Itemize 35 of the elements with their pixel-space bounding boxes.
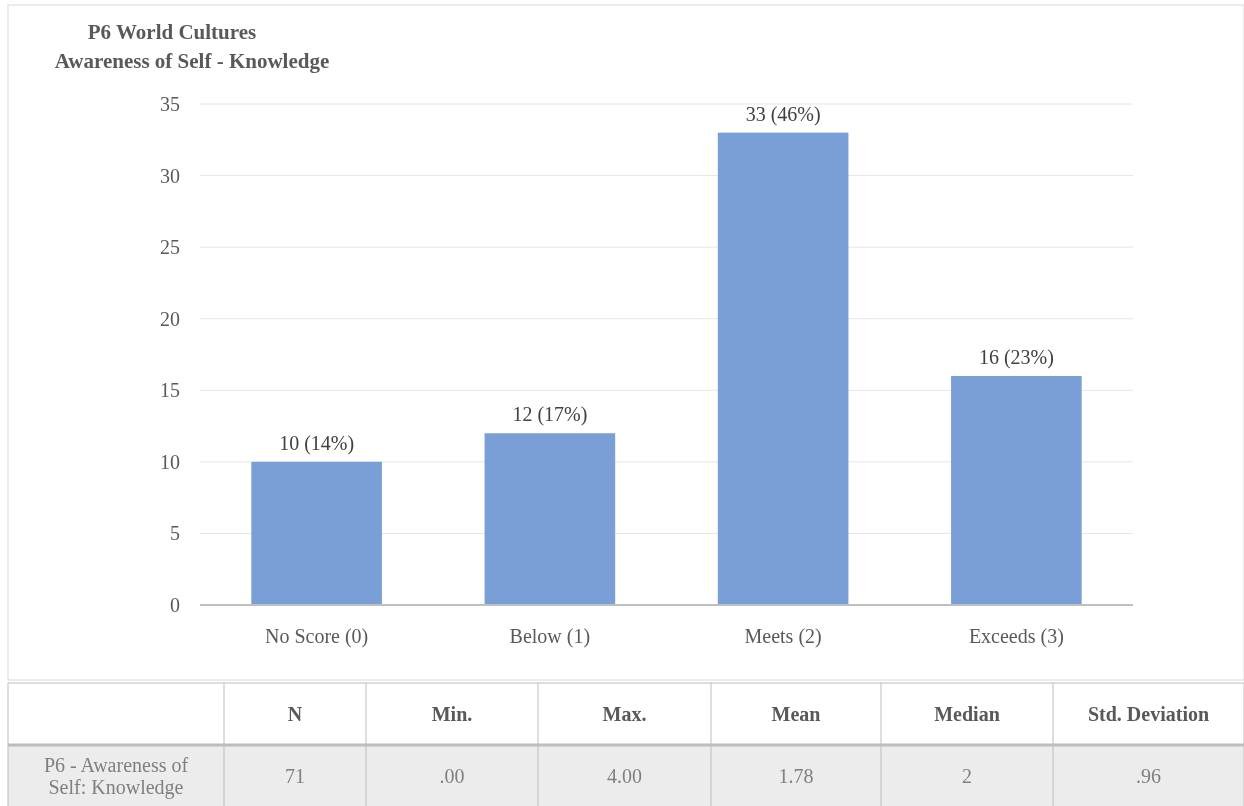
text: 71: [285, 764, 305, 787]
text: 1.78: [778, 764, 814, 787]
y-tick-label: 35: [160, 93, 180, 115]
text: .00: [439, 764, 465, 787]
chart-title: P6 World Cultures: [87, 20, 257, 44]
bar: [951, 375, 1082, 605]
x-tick-label: Exceeds (3): [968, 625, 1064, 648]
y-tick-label: 15: [160, 379, 180, 402]
text: Median: [934, 703, 1000, 725]
y-tick-label: 25: [160, 236, 180, 259]
y-tick-label: 20: [160, 307, 180, 330]
y-tick-label: 5: [170, 522, 180, 545]
x-tick-label: Meets (2): [744, 625, 822, 648]
text: 4.00: [607, 764, 642, 787]
text: Std. Deviation: [1087, 703, 1210, 725]
y-tick-label: 10: [160, 450, 180, 473]
chart-subtitle: Awareness of Self - Knowledge: [54, 49, 330, 73]
text: Mean: [771, 703, 821, 725]
text: .96: [1136, 764, 1161, 787]
data-label: 33 (46%): [745, 102, 821, 126]
data-label: 12 (17%): [512, 403, 588, 427]
y-tick-label: 0: [170, 594, 180, 616]
text: P6 - Awareness of Self: Knowledge: [43, 753, 189, 799]
x-tick-label: No Score (0): [264, 625, 369, 648]
text: 2: [962, 764, 972, 787]
bar: [717, 132, 849, 605]
text: Max.: [602, 703, 647, 725]
bar: [484, 433, 616, 605]
data-label: 16 (23%): [978, 345, 1054, 369]
x-tick-label: Below (1): [509, 625, 591, 648]
text: N: [287, 703, 303, 725]
text: Min.: [431, 703, 473, 725]
y-tick-label: 30: [160, 164, 180, 187]
data-label: 10 (14%): [279, 431, 355, 455]
bar: [251, 461, 382, 605]
